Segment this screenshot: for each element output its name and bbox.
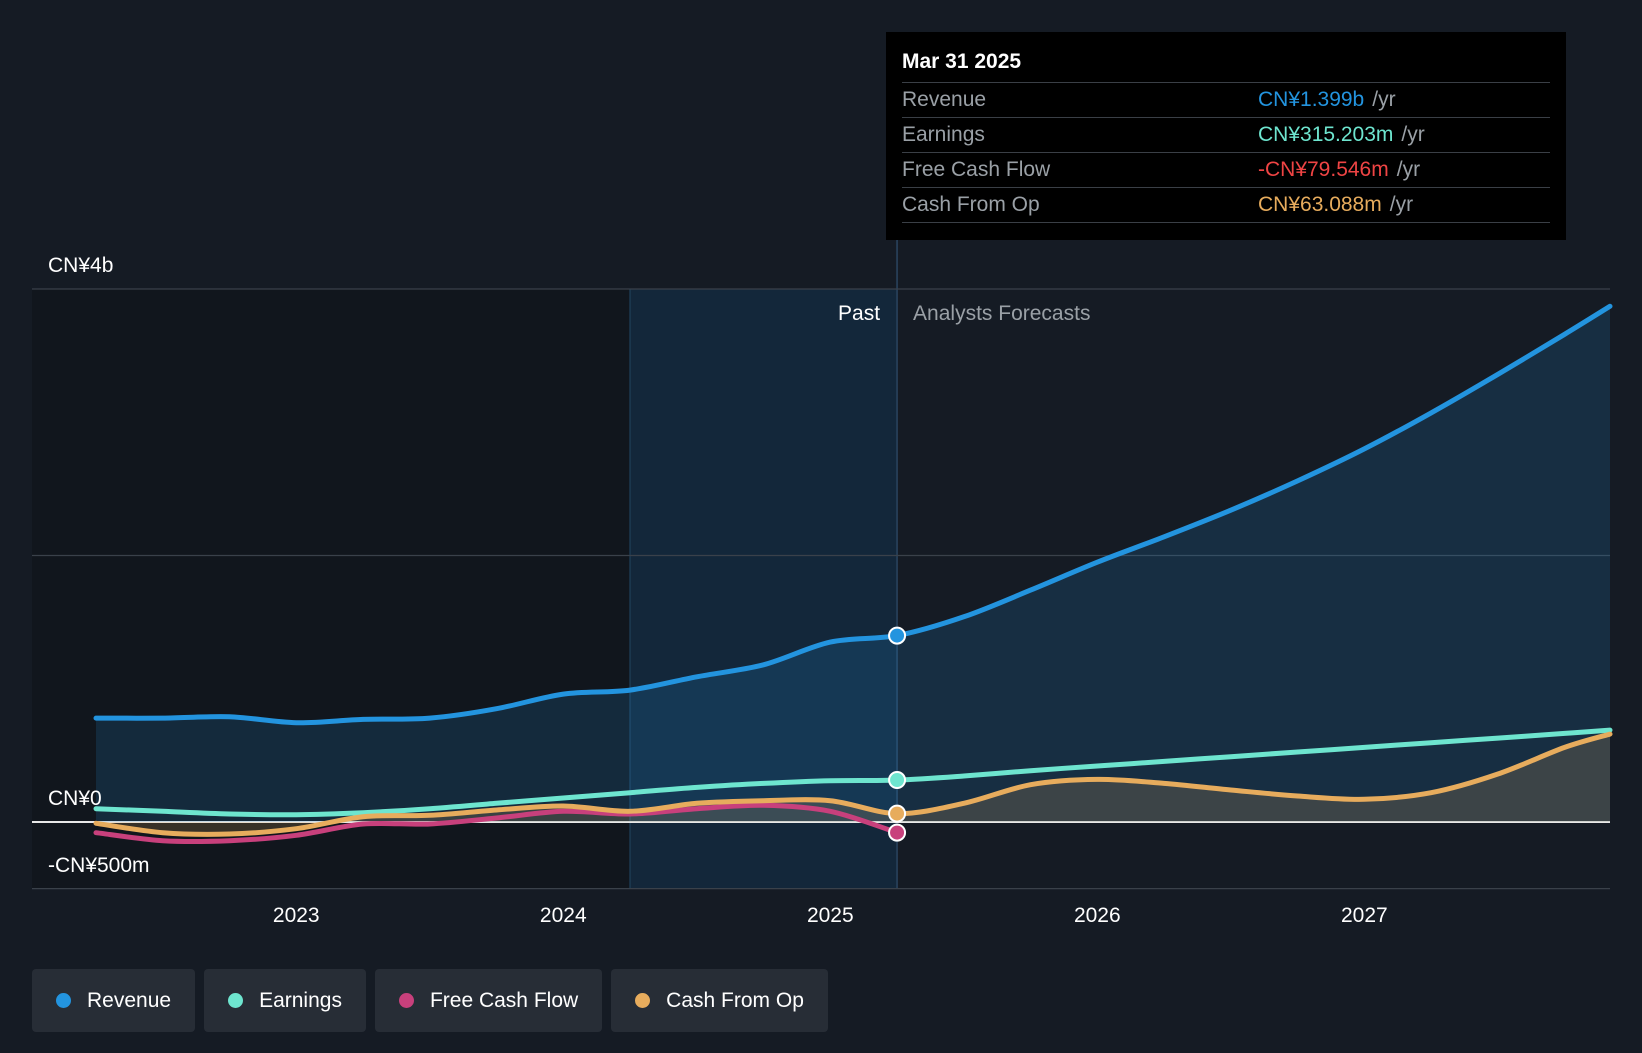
legend-dot-icon — [228, 993, 244, 1008]
earnings-highlight-point — [888, 771, 907, 790]
tooltip-label: Free Cash Flow — [902, 158, 1051, 181]
legend-item-free-cash-flow[interactable]: Free Cash Flow — [374, 969, 603, 1032]
past-shade-region — [32, 289, 631, 889]
y-tick-label: CN¥0 — [48, 787, 102, 810]
legend: Revenue Earnings Free Cash Flow Cash Fro… — [32, 969, 828, 1032]
x-tick-label: 2025 — [807, 904, 854, 927]
revenue-area — [96, 306, 1610, 822]
y-tick-label: CN¥4b — [48, 254, 113, 277]
tooltip-value: CN¥315.203m — [1258, 123, 1394, 146]
tooltip-unit: /yr — [1401, 123, 1425, 146]
earnings-line — [93, 727, 1613, 818]
tooltip-label: Earnings — [902, 123, 985, 146]
fcf-highlight-point — [888, 823, 907, 842]
tooltip-row-revenue: Revenue CN¥1.399b /yr — [902, 82, 1550, 117]
x-tick-label: 2024 — [540, 904, 587, 927]
tooltip-value: CN¥63.088m — [1258, 193, 1382, 216]
tooltip-unit: /yr — [1389, 193, 1414, 216]
revenue-line — [93, 303, 1613, 726]
cfo-line — [93, 731, 1613, 837]
tooltip-unit: /yr — [1396, 158, 1421, 181]
legend-dot-icon — [56, 993, 71, 1008]
legend-dot-icon — [398, 993, 414, 1008]
past-label: Past — [838, 302, 880, 325]
tooltip: Mar 31 2025 Revenue CN¥1.399b /yr Earnin… — [886, 32, 1566, 240]
x-tick-label: 2027 — [1341, 904, 1388, 927]
x-tick-label: 2023 — [273, 904, 320, 927]
tooltip-unit: /yr — [1372, 88, 1396, 111]
cfo-area — [96, 734, 1610, 835]
cfo-highlight-point — [888, 804, 907, 823]
x-tick-label: 2026 — [1074, 904, 1121, 927]
legend-label: Revenue — [87, 988, 172, 1012]
fcf-line — [93, 802, 900, 844]
legend-label: Cash From Op — [666, 988, 804, 1012]
legend-dot-icon — [635, 993, 651, 1008]
legend-item-cash-from-op[interactable]: Cash From Op — [611, 969, 828, 1032]
tooltip-row-earnings: Earnings CN¥315.203m /yr — [902, 117, 1550, 152]
revenue-highlight-point — [888, 626, 907, 645]
tooltip-row-cash-from-op: Cash From Op CN¥63.088m /yr — [902, 187, 1550, 223]
tooltip-label: Revenue — [902, 88, 987, 111]
forecast-label: Analysts Forecasts — [913, 302, 1090, 325]
tooltip-date: Mar 31 2025 — [902, 50, 1022, 73]
legend-label: Earnings — [259, 988, 342, 1012]
tooltip-value: CN¥1.399b — [1258, 88, 1365, 111]
tooltip-value: -CN¥79.546m — [1258, 158, 1389, 181]
legend-label: Free Cash Flow — [429, 988, 579, 1012]
tooltip-row-free-cash-flow: Free Cash Flow -CN¥79.546m /yr — [902, 152, 1550, 187]
legend-item-earnings[interactable]: Earnings — [204, 969, 366, 1032]
legend-item-revenue[interactable]: Revenue — [32, 969, 196, 1032]
tooltip-label: Cash From Op — [902, 193, 1040, 216]
y-tick-label: -CN¥500m — [48, 854, 150, 877]
